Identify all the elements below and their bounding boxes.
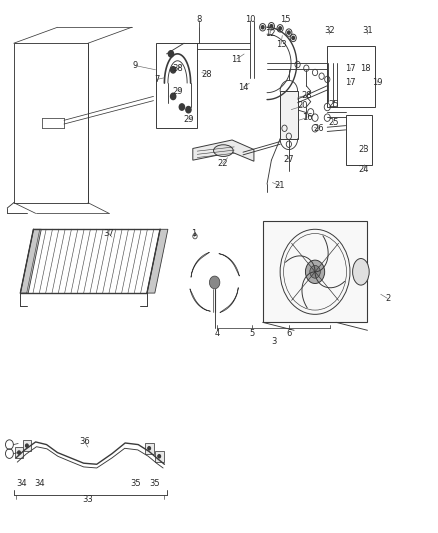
- Bar: [22, 440, 31, 451]
- Text: 33: 33: [83, 495, 93, 504]
- Text: 19: 19: [372, 77, 382, 86]
- Circle shape: [209, 276, 220, 289]
- Text: 35: 35: [149, 479, 160, 488]
- Bar: [145, 443, 153, 454]
- Circle shape: [168, 51, 173, 57]
- Circle shape: [310, 265, 320, 278]
- Text: 3: 3: [271, 337, 276, 346]
- Text: 25: 25: [328, 118, 339, 127]
- Text: 29: 29: [172, 86, 183, 95]
- Text: 34: 34: [35, 479, 45, 488]
- Text: 29: 29: [183, 115, 194, 124]
- Circle shape: [292, 36, 294, 39]
- Text: 4: 4: [215, 329, 220, 338]
- Polygon shape: [219, 254, 239, 276]
- Text: 20: 20: [297, 101, 308, 110]
- Circle shape: [186, 107, 191, 113]
- Text: 1: 1: [191, 229, 196, 238]
- Text: 24: 24: [359, 165, 369, 174]
- Bar: [346, 115, 372, 165]
- Text: 5: 5: [249, 329, 254, 338]
- Text: 25: 25: [328, 100, 339, 109]
- Text: 22: 22: [217, 159, 228, 168]
- Text: 37: 37: [104, 229, 114, 238]
- Text: 32: 32: [324, 26, 335, 35]
- Text: 31: 31: [362, 26, 373, 35]
- Polygon shape: [193, 140, 254, 161]
- Polygon shape: [190, 289, 211, 311]
- Text: 27: 27: [283, 155, 294, 164]
- Circle shape: [25, 444, 28, 447]
- Polygon shape: [191, 252, 209, 277]
- Text: 17: 17: [345, 77, 355, 86]
- Bar: [263, 221, 367, 322]
- Text: 8: 8: [197, 15, 202, 25]
- Text: 36: 36: [79, 438, 90, 447]
- Text: 28: 28: [301, 91, 311, 100]
- Circle shape: [170, 93, 176, 100]
- Circle shape: [288, 31, 290, 34]
- Bar: [155, 43, 197, 128]
- Text: 13: 13: [276, 40, 286, 49]
- Polygon shape: [220, 287, 238, 312]
- Text: 35: 35: [130, 479, 141, 488]
- Bar: [280, 91, 297, 139]
- Circle shape: [170, 67, 176, 73]
- Text: 10: 10: [245, 15, 256, 25]
- Text: 2: 2: [385, 294, 390, 303]
- Bar: [155, 451, 163, 462]
- Text: 12: 12: [265, 29, 276, 38]
- Text: 7: 7: [154, 75, 160, 84]
- Text: 18: 18: [360, 64, 371, 73]
- Text: 6: 6: [286, 329, 292, 338]
- Text: 11: 11: [231, 55, 242, 63]
- Circle shape: [179, 104, 184, 110]
- Text: 9: 9: [133, 61, 138, 70]
- Text: 28: 28: [201, 70, 212, 78]
- Circle shape: [158, 455, 160, 458]
- Circle shape: [261, 26, 264, 29]
- Circle shape: [270, 25, 273, 28]
- Ellipse shape: [214, 145, 233, 157]
- Text: 38: 38: [172, 64, 183, 73]
- Circle shape: [279, 27, 282, 30]
- Text: 16: 16: [302, 113, 312, 122]
- Bar: [14, 447, 23, 458]
- Circle shape: [148, 447, 150, 450]
- Text: 14: 14: [238, 83, 248, 92]
- Circle shape: [18, 451, 20, 454]
- Polygon shape: [147, 229, 168, 293]
- Text: 23: 23: [359, 145, 369, 154]
- Text: 26: 26: [313, 124, 324, 133]
- Ellipse shape: [353, 259, 369, 285]
- Circle shape: [305, 260, 325, 284]
- Bar: [327, 46, 375, 107]
- Text: 17: 17: [345, 64, 355, 73]
- Text: 21: 21: [275, 181, 286, 190]
- Polygon shape: [20, 229, 41, 293]
- Text: 34: 34: [16, 479, 27, 488]
- Text: 15: 15: [280, 15, 291, 25]
